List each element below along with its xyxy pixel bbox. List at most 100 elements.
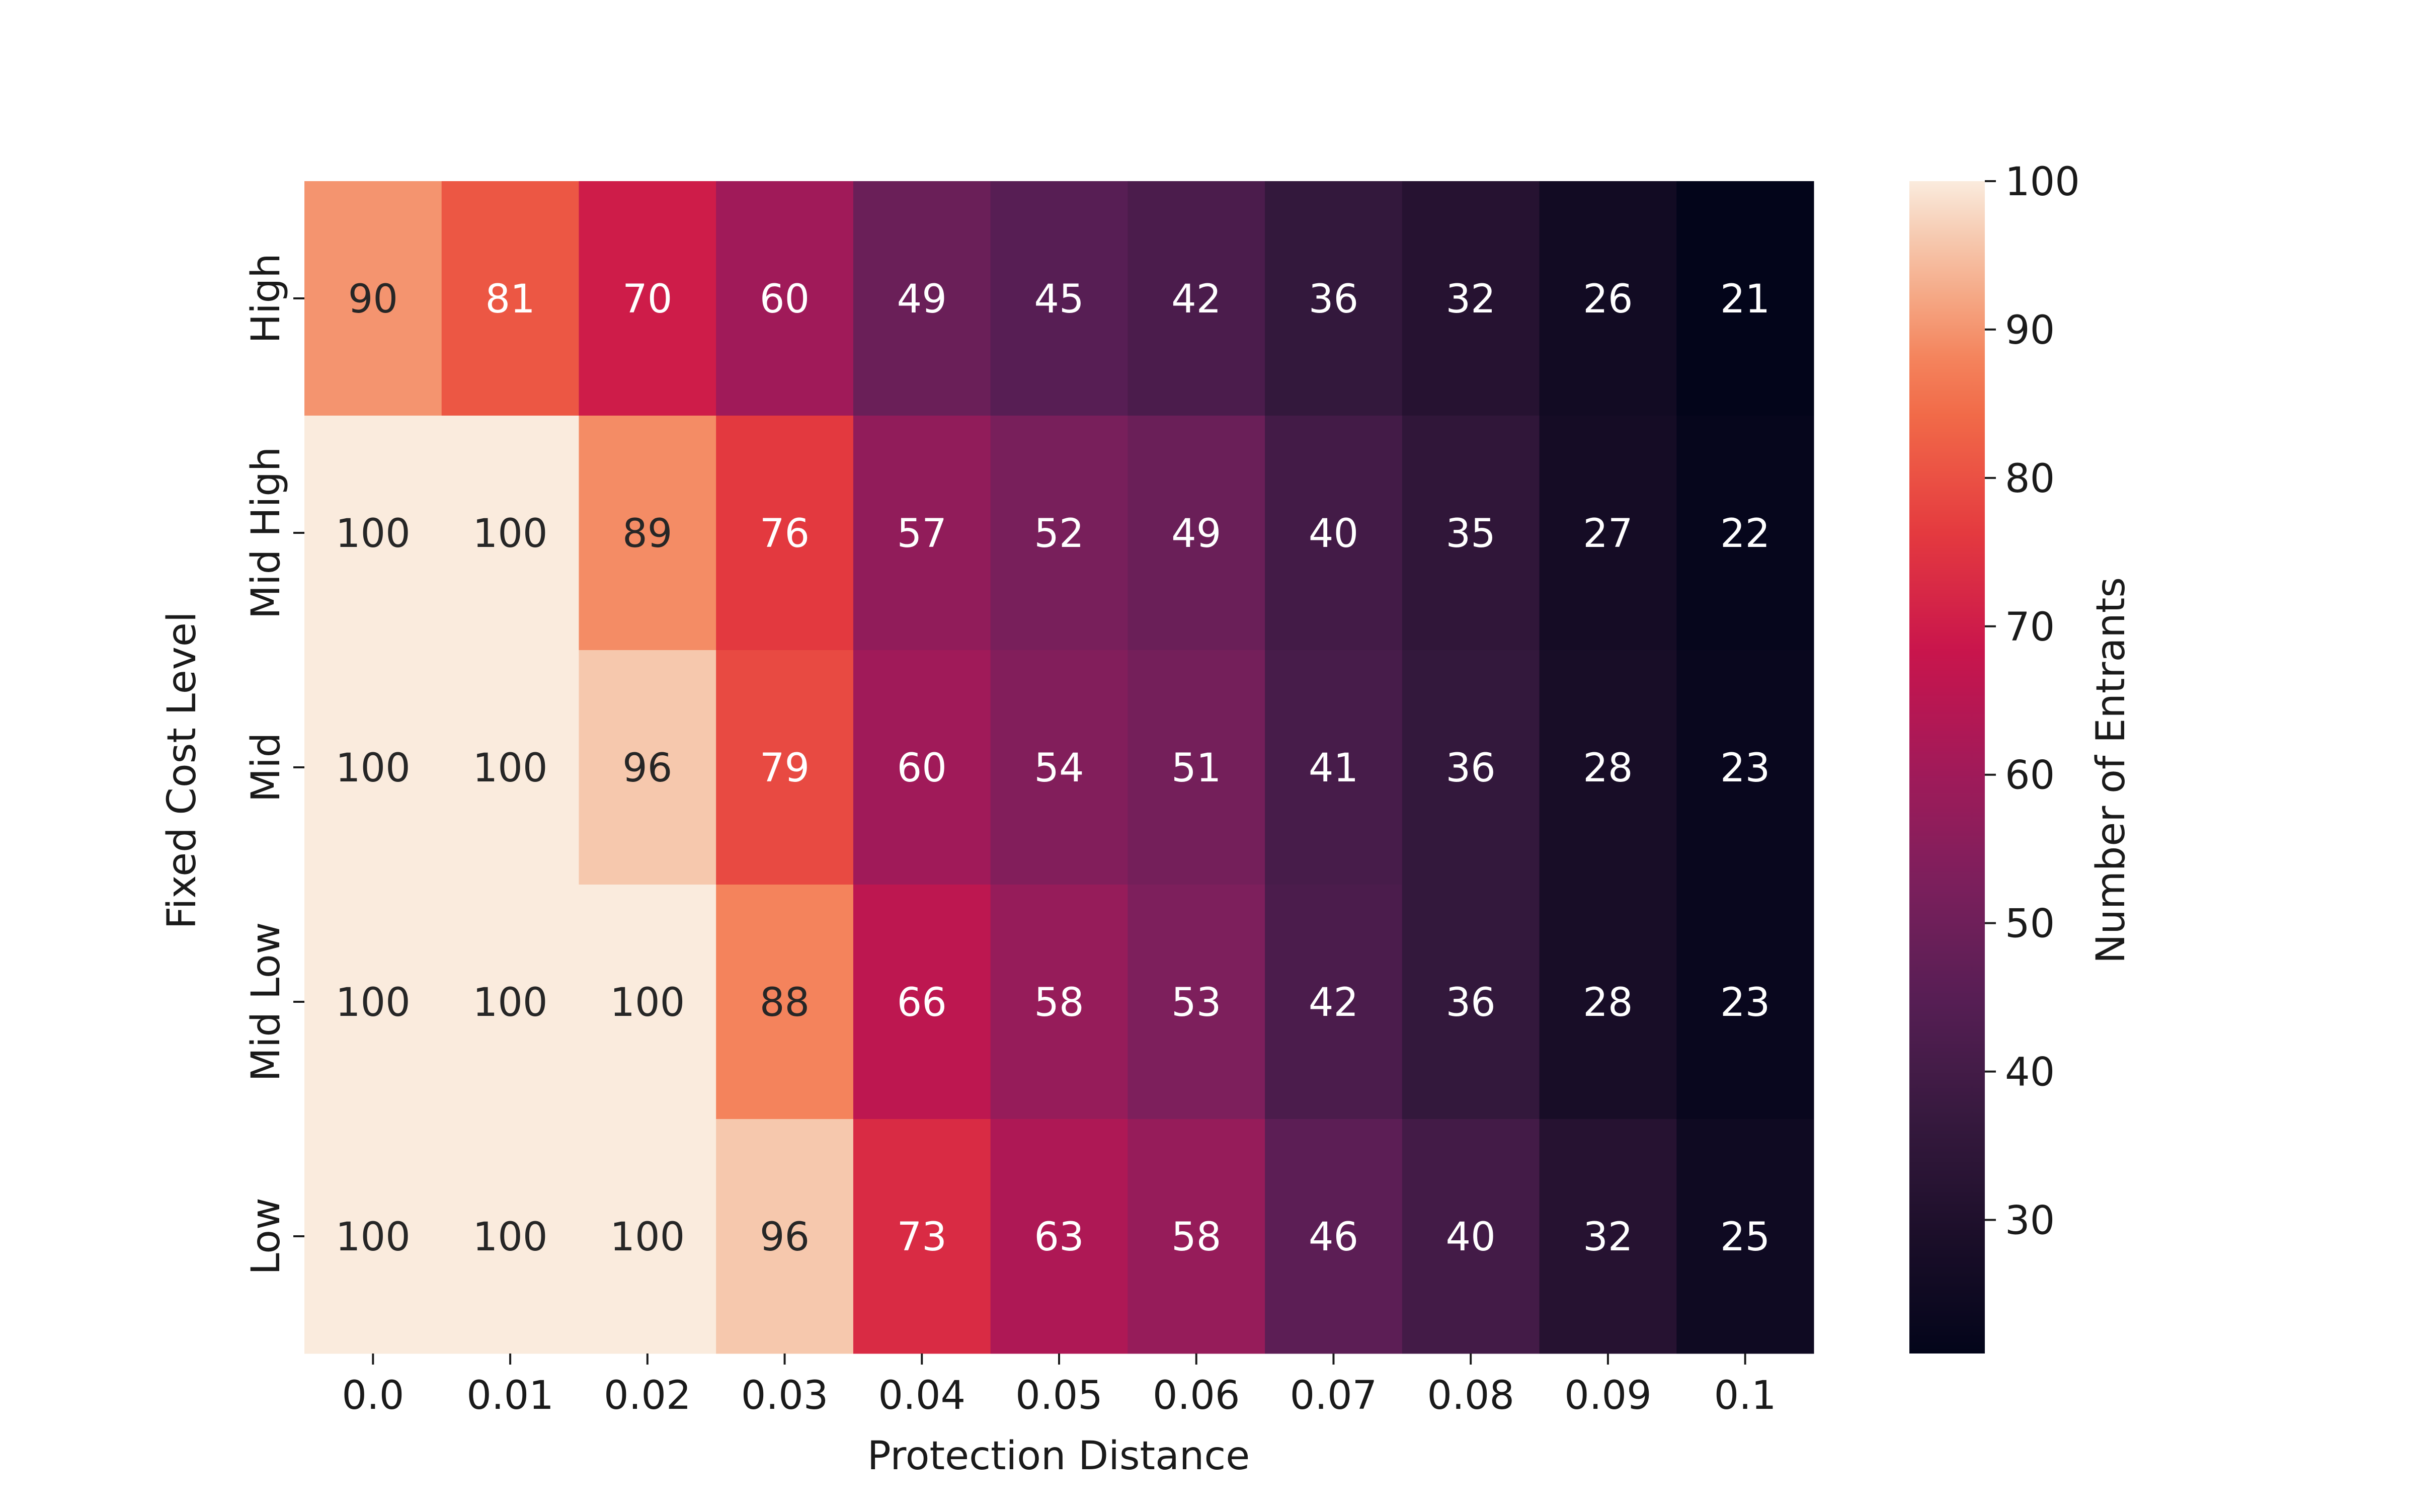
heatmap-cell: [716, 416, 854, 651]
heatmap-cell: [1128, 650, 1265, 885]
heatmap-cell: [1265, 650, 1403, 885]
colorbar-tick-label: 50: [2005, 902, 2055, 947]
cell-value-label: 58: [1171, 1215, 1221, 1260]
heatmap-cell: [1676, 416, 1814, 651]
cell-value-label: 49: [1171, 511, 1221, 556]
heatmap-cell: [990, 650, 1128, 885]
cell-value-label: 54: [1034, 746, 1084, 791]
cell-value-label: 40: [1309, 511, 1358, 556]
heatmap-cell: [1539, 885, 1677, 1120]
heatmap-cell: [1402, 885, 1540, 1120]
cell-value-label: 76: [760, 511, 810, 556]
heatmap-cells: [304, 181, 1814, 1354]
y-axis: High Mid High Mid Mid Low Low: [244, 253, 304, 1275]
cell-value-label: 36: [1309, 277, 1358, 322]
colorbar-tick-label: 70: [2005, 605, 2055, 650]
heatmap-cell: [1676, 650, 1814, 885]
heatmap-cell: [1265, 885, 1403, 1120]
cell-value-label: 28: [1583, 746, 1633, 791]
cell-value-label: 96: [760, 1215, 810, 1260]
heatmap-cell: [579, 650, 716, 885]
y-axis-label: Fixed Cost Level: [159, 611, 205, 929]
cell-value-label: 100: [473, 1215, 548, 1260]
x-tick-label: 0.09: [1564, 1373, 1652, 1418]
cell-value-label: 40: [1446, 1215, 1496, 1260]
heatmap-cell: [853, 416, 991, 651]
heatmap-cell: [1265, 181, 1403, 416]
cell-value-label: 100: [336, 1215, 411, 1260]
colorbar-gradient: [1909, 181, 1985, 1354]
cell-value-label: 22: [1720, 511, 1770, 556]
y-tick-label: Mid High: [244, 447, 289, 619]
cell-value-label: 90: [348, 277, 398, 322]
heatmap-cell: [990, 416, 1128, 651]
heatmap-cell: [1265, 416, 1403, 651]
heatmap-cell: [990, 181, 1128, 416]
cell-value-label: 42: [1171, 277, 1221, 322]
cell-value-label: 35: [1446, 511, 1496, 556]
heatmap-cell: [441, 1119, 579, 1354]
cell-value-label: 100: [610, 980, 685, 1025]
colorbar-tick-label: 80: [2005, 456, 2055, 502]
cell-value-label: 100: [473, 980, 548, 1025]
cell-value-label: 52: [1034, 511, 1084, 556]
heatmap-cell: [441, 650, 579, 885]
heatmap-cell: [853, 1119, 991, 1354]
cell-value-label: 46: [1309, 1215, 1358, 1260]
x-tick-label: 0.1: [1714, 1373, 1777, 1418]
heatmap-cell: [304, 416, 442, 651]
heatmap-cell: [716, 650, 854, 885]
heatmap-cell: [1402, 416, 1540, 651]
cell-value-label: 66: [897, 980, 947, 1025]
heatmap-cell: [853, 181, 991, 416]
colorbar-tick-label: 100: [2005, 160, 2080, 205]
cell-value-label: 100: [610, 1215, 685, 1260]
heatmap-cell: [1539, 1119, 1677, 1354]
cell-value-label: 100: [336, 980, 411, 1025]
cell-value-label: 36: [1446, 746, 1496, 791]
heatmap-cell: [1539, 181, 1677, 416]
heatmap-cell: [441, 416, 579, 651]
heatmap-cell: [441, 181, 579, 416]
heatmap-cell: [1402, 650, 1540, 885]
y-tick-label: Mid Low: [244, 922, 289, 1082]
colorbar-tick-label: 30: [2005, 1199, 2055, 1244]
cell-value-labels: 90 81 70 60 49 45 42 36 32 26 21 100 100 89 76 57 52 49 40…: [336, 277, 1770, 1260]
heatmap-cell: [1402, 181, 1540, 416]
cell-value-label: 58: [1034, 980, 1084, 1025]
cell-value-label: 89: [622, 511, 672, 556]
colorbar: 30 40 50 60 70 80 90 100: [1909, 160, 2080, 1354]
heatmap-cell: [441, 885, 579, 1120]
cell-value-label: 88: [760, 980, 810, 1025]
heatmap-cell: [304, 885, 442, 1120]
cell-value-label: 70: [622, 277, 672, 322]
cell-value-label: 23: [1720, 746, 1770, 791]
cell-value-label: 63: [1034, 1215, 1084, 1260]
y-tick-label: Mid: [244, 733, 289, 802]
x-axis: 0.0 0.01 0.02 0.03 0.04 0.05 0.06 0.07 0.08 0.09 0…: [342, 1354, 1777, 1418]
cell-value-label: 36: [1446, 980, 1496, 1025]
cell-value-label: 79: [760, 746, 810, 791]
heatmap-cell: [1128, 885, 1265, 1120]
heatmap-cell: [716, 181, 854, 416]
heatmap-cell: [579, 1119, 716, 1354]
heatmap-cell: [853, 885, 991, 1120]
cell-value-label: 100: [336, 511, 411, 556]
colorbar-tick-label: 40: [2005, 1050, 2055, 1095]
heatmap-cell: [304, 650, 442, 885]
colorbar-tick-label: 60: [2005, 753, 2055, 799]
cell-value-label: 26: [1583, 277, 1633, 322]
cell-value-label: 57: [897, 511, 947, 556]
cell-value-label: 100: [473, 746, 548, 791]
x-tick-label: 0.08: [1427, 1373, 1514, 1418]
x-axis-label: Protection Distance: [867, 1434, 1250, 1479]
cell-value-label: 100: [336, 746, 411, 791]
x-tick-label: 0.01: [466, 1373, 554, 1418]
heatmap-cell: [1128, 181, 1265, 416]
cell-value-label: 51: [1171, 746, 1221, 791]
heatmap-cell: [1676, 885, 1814, 1120]
cell-value-label: 53: [1171, 980, 1221, 1025]
x-tick-label: 0.03: [741, 1373, 829, 1418]
cell-value-label: 23: [1720, 980, 1770, 1025]
